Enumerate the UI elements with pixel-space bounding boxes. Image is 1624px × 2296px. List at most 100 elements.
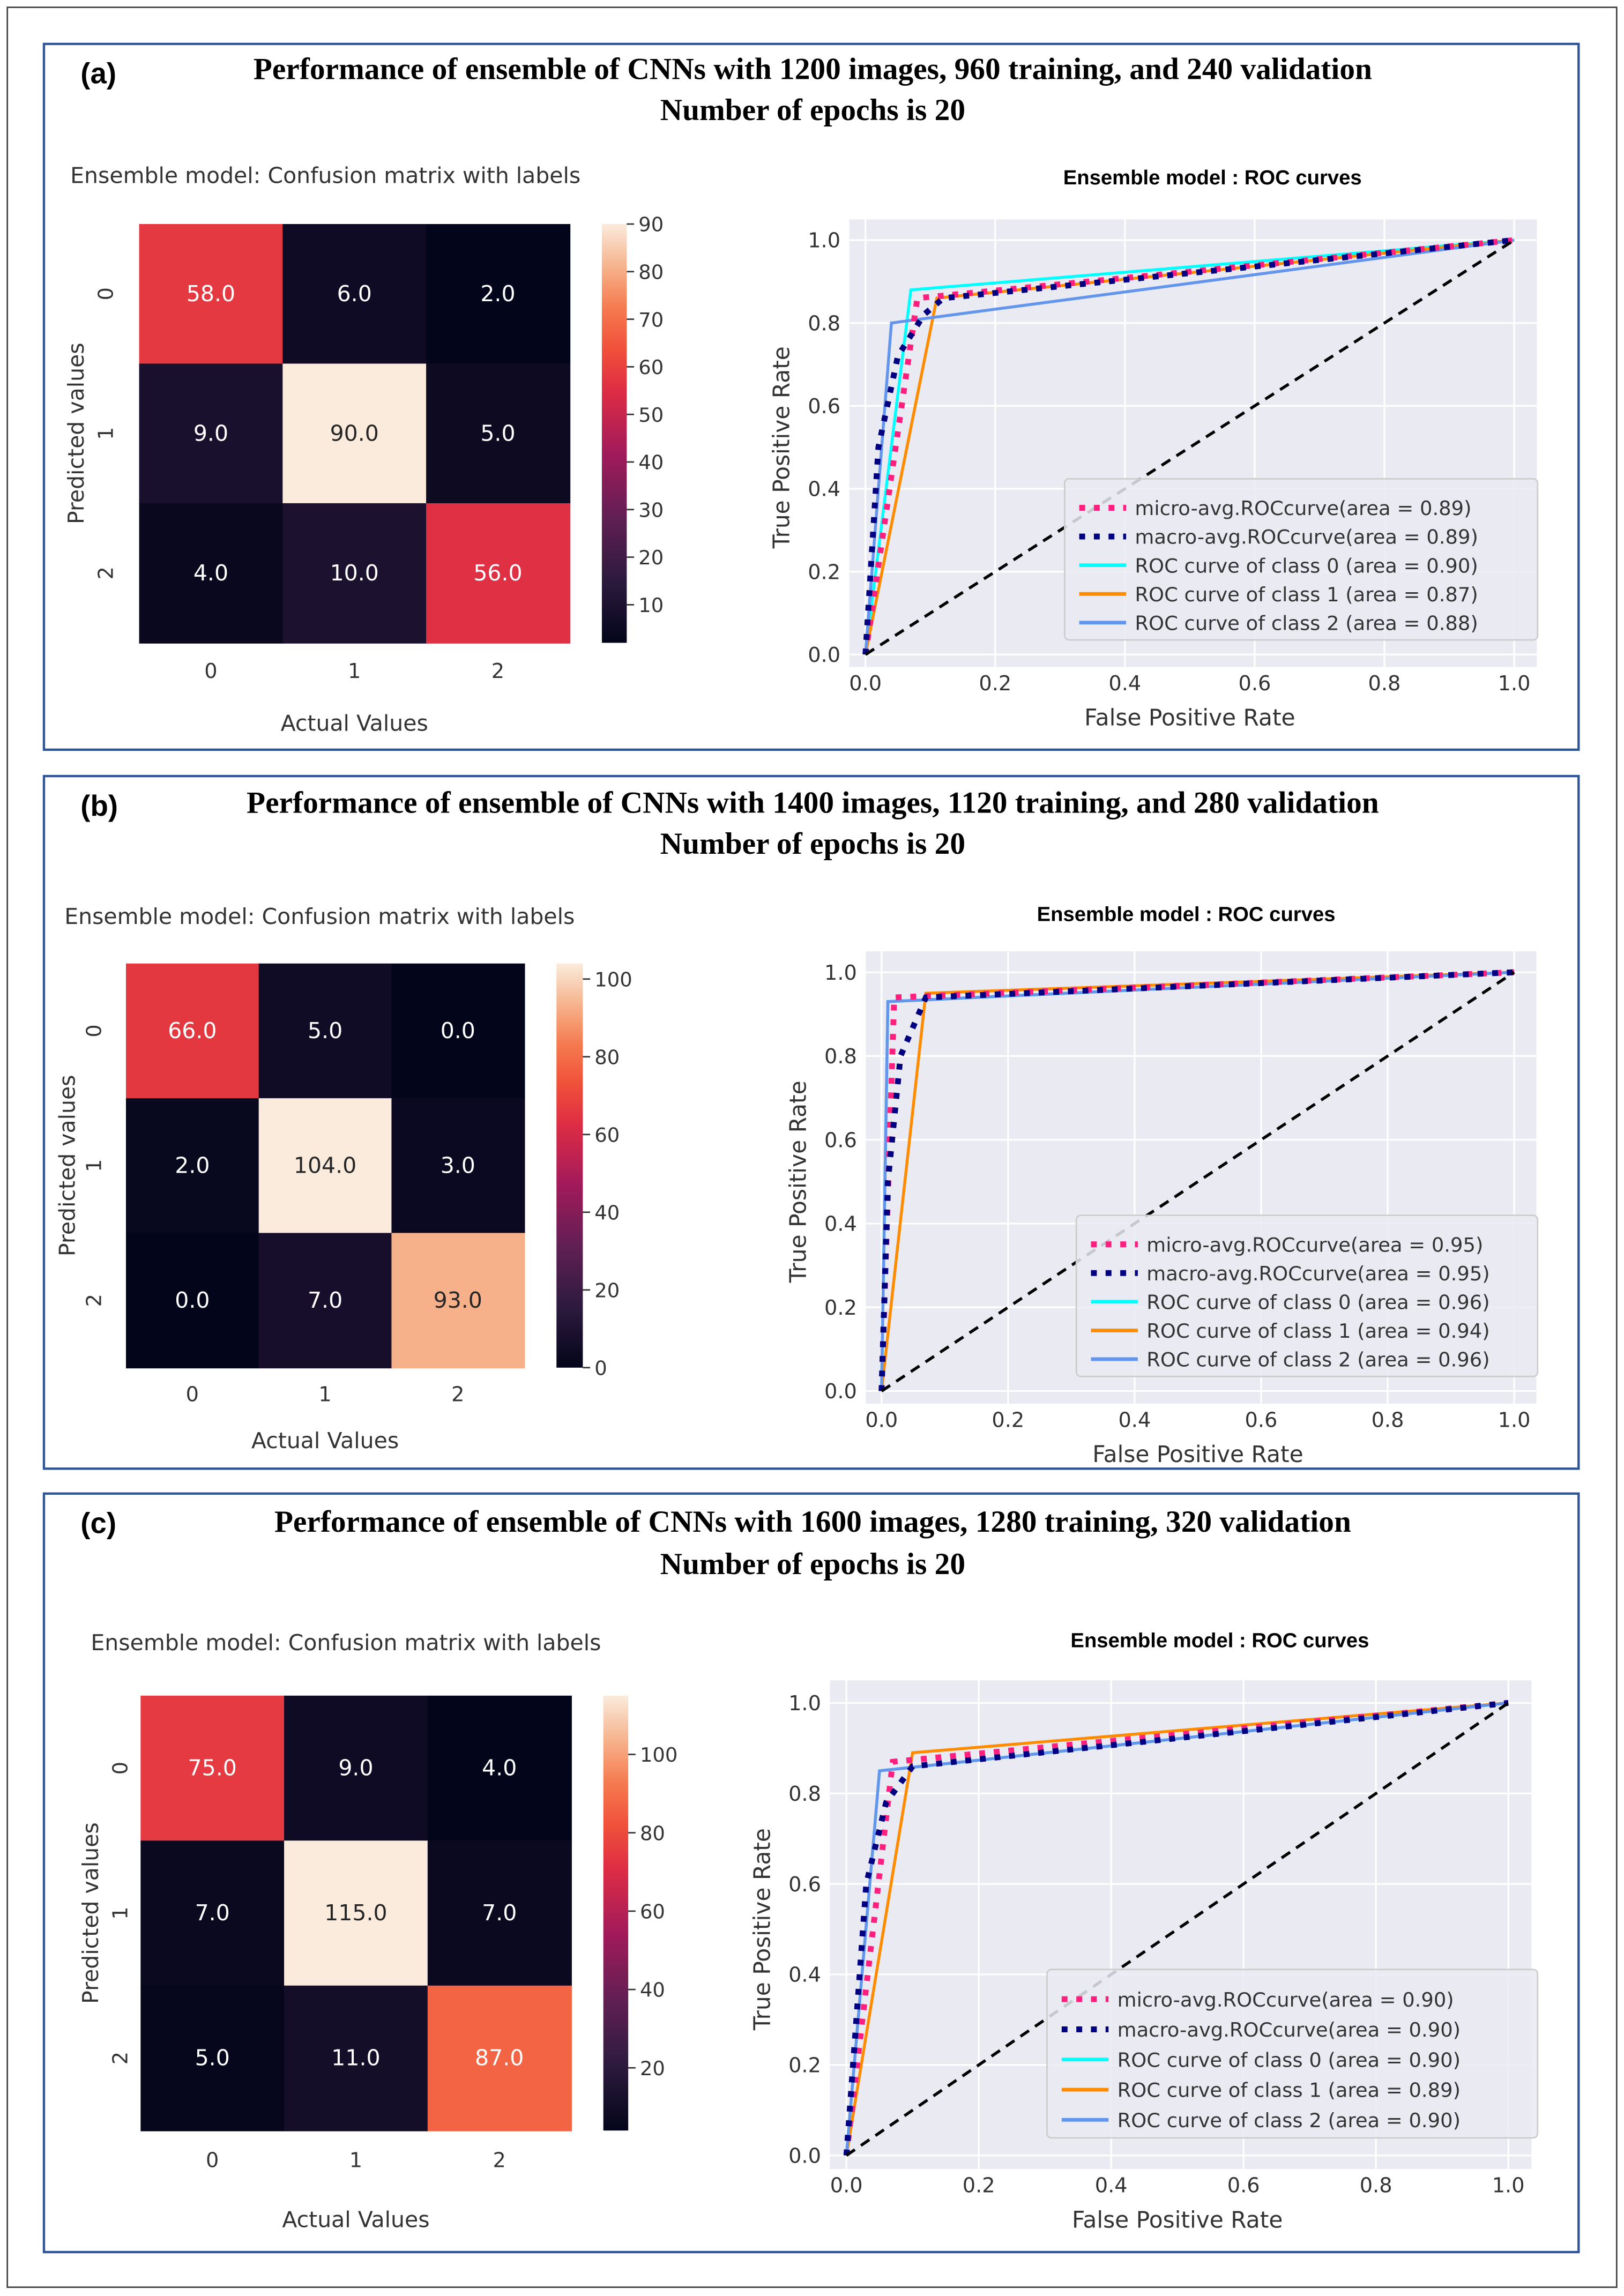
heatmap-cell [258, 1233, 392, 1369]
chance-diagonal-line [881, 971, 1515, 1392]
roc-series-line [845, 1701, 1509, 2156]
y-tick-label: 0.6 [808, 394, 840, 419]
colorbar-tick-label: 70 [638, 308, 664, 331]
x-tick-label: 0.2 [992, 1408, 1024, 1433]
legend-entry-label: ROC curve of class 1 (area = 0.89) [1118, 2079, 1461, 2102]
x-tick-label: 1 [349, 2149, 362, 2173]
x-tick-label: 0.4 [1108, 672, 1141, 696]
panel-border [42, 42, 1580, 751]
y-axis-label: Predicted values [78, 1822, 103, 2004]
y-tick-label: 0.4 [808, 478, 840, 502]
heatmap-cell [125, 1233, 260, 1369]
y-tick-label: 0.6 [788, 1873, 821, 1897]
panel-a: (a) Performance of ensemble of CNNs with … [42, 42, 1580, 751]
heatmap-cell [125, 1098, 260, 1234]
legend-entry-label: micro-avg.ROCcurve(area = 0.89) [1135, 497, 1471, 520]
x-tick-label: 0 [206, 2149, 219, 2173]
x-tick-label: 0 [186, 1383, 199, 1407]
heatmap-title: Ensemble model: Confusion matrix with la… [64, 904, 575, 929]
x-axis-label: Actual Values [281, 710, 428, 736]
roc-title: Ensemble model : ROC curves [1063, 166, 1362, 189]
x-tick-label: 0.0 [865, 1408, 898, 1433]
y-tick-label: 0.8 [824, 1045, 857, 1069]
legend-entry-label: ROC curve of class 0 (area = 0.90) [1118, 2048, 1461, 2071]
roc-series-line [863, 238, 1515, 655]
heatmap-cell [282, 363, 427, 504]
panel-label: (a) [80, 57, 116, 90]
legend-entry-label: micro-avg.ROCcurve(area = 0.95) [1146, 1233, 1483, 1256]
heatmap-cell [139, 503, 284, 644]
y-tick-label: 0.2 [788, 2054, 821, 2078]
x-tick-label: 1.0 [1498, 672, 1531, 696]
heatmap-cell [391, 1233, 525, 1369]
x-tick-label: 0.8 [1372, 1408, 1404, 1433]
heatmap-cell-label: 87.0 [475, 2045, 524, 2071]
heatmap-cell-label: 0.0 [175, 1287, 210, 1313]
heatmap-cell [139, 224, 284, 364]
panel-title-line: Number of epochs is 20 [660, 1547, 965, 1581]
x-tick-label: 0.6 [1245, 1408, 1278, 1433]
x-tick-label: 2 [491, 659, 504, 683]
y-tick-label: 0 [109, 1762, 133, 1775]
heatmap-title: Ensemble model: Confusion matrix with la… [91, 1630, 601, 1656]
heatmap-cell-label: 104.0 [294, 1152, 356, 1178]
colorbar-tick-label: 50 [638, 404, 664, 427]
y-tick-label: 0.6 [824, 1128, 857, 1152]
panel-border [42, 774, 1580, 1470]
heatmap-cell [426, 224, 571, 364]
y-axis-label: True Positive Rate [768, 346, 794, 549]
panel-title-line: Performance of ensemble of CNNs with 120… [254, 53, 1372, 86]
legend-entry-label: ROC curve of class 0 (area = 0.90) [1135, 554, 1478, 577]
x-tick-label: 1.0 [1498, 1408, 1531, 1433]
colorbar-tick-label: 60 [640, 1900, 665, 1924]
y-tick-label: 0.0 [808, 643, 840, 667]
legend-entry-label: ROC curve of class 2 (area = 0.96) [1146, 1348, 1489, 1371]
legend-entry-label: macro-avg.ROCcurve(area = 0.90) [1118, 2018, 1461, 2041]
legend-entry-label: ROC curve of class 1 (area = 0.94) [1146, 1320, 1489, 1343]
heatmap-cell-label: 2.0 [480, 281, 515, 307]
heatmap-cell [140, 1695, 285, 1842]
y-tick-label: 1 [83, 1159, 107, 1172]
heatmap-cell [282, 503, 427, 644]
x-tick-label: 1 [348, 659, 361, 683]
legend-entry-label: ROC curve of class 1 (area = 0.87) [1135, 583, 1478, 606]
confusion-matrix: Ensemble model: Confusion matrix with la… [54, 904, 632, 1453]
heatmap-cell [427, 1695, 572, 1842]
x-tick-label: 1.0 [1492, 2174, 1525, 2198]
panel-title-line: Number of epochs is 20 [660, 827, 965, 861]
roc-series-line [862, 237, 1515, 655]
colorbar-tick-label: 60 [594, 1123, 620, 1146]
heatmap-cell-label: 4.0 [193, 560, 228, 586]
heatmap-cell [426, 503, 571, 644]
y-tick-label: 1 [94, 427, 118, 440]
x-tick-label: 0.6 [1227, 2174, 1260, 2198]
y-tick-label: 1.0 [808, 229, 840, 253]
heatmap-cell-label: 9.0 [193, 420, 228, 446]
y-tick-label: 0 [94, 287, 118, 300]
legend-entry-label: ROC curve of class 0 (area = 0.96) [1146, 1291, 1489, 1314]
chance-diagonal-line [865, 238, 1515, 656]
colorbar-tick-label: 40 [594, 1201, 620, 1224]
y-axis-label: True Positive Rate [749, 1828, 775, 2031]
heatmap-cell-label: 7.0 [482, 1900, 517, 1926]
heatmap-cell [284, 1695, 429, 1842]
colorbar-tick-label: 30 [638, 498, 664, 521]
heatmap-cell-label: 4.0 [482, 1755, 517, 1781]
x-axis-label: Actual Values [282, 2207, 429, 2233]
panel-title-line: Performance of ensemble of CNNs with 140… [247, 786, 1379, 819]
legend-box [1063, 478, 1539, 641]
x-tick-label: 2 [493, 2149, 506, 2173]
y-axis-label: True Positive Rate [785, 1080, 811, 1283]
heatmap-cell-label: 5.0 [480, 420, 515, 446]
legend-entry-label: micro-avg.ROCcurve(area = 0.90) [1118, 1988, 1454, 2011]
heatmap-cell-label: 6.0 [337, 281, 372, 307]
roc-series-line [843, 1700, 1509, 2156]
heatmap-cell [258, 963, 392, 1099]
heatmap-cell [140, 1840, 285, 1987]
x-tick-label: 0.8 [1368, 672, 1401, 696]
panel-c: (c) Performance of ensemble of CNNs with … [42, 1492, 1580, 2254]
colorbar [601, 224, 627, 643]
colorbar-tick-label: 80 [594, 1046, 620, 1069]
y-tick-label: 0.4 [788, 1963, 821, 1987]
heatmap-cell-label: 90.0 [330, 420, 379, 446]
